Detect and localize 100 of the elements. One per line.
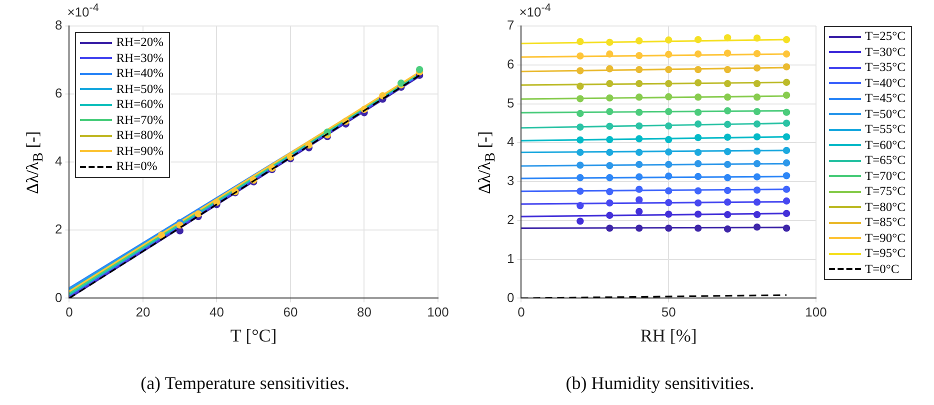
point (606, 148, 614, 156)
y-tick-label: 3 (506, 173, 514, 188)
point (724, 107, 732, 114)
point (782, 186, 790, 193)
point (665, 187, 672, 194)
point (694, 172, 702, 180)
point (724, 198, 732, 206)
point (724, 34, 732, 42)
y-tick-label: 4 (54, 154, 62, 169)
point (606, 122, 614, 130)
point (724, 148, 732, 156)
point (665, 108, 672, 116)
legend-label: T=45°C (865, 91, 906, 106)
point (724, 174, 732, 182)
legend-label: T=95°C (865, 246, 906, 262)
y-tick-label: 1 (506, 250, 514, 266)
point (606, 174, 614, 182)
point (636, 94, 643, 101)
point (753, 198, 761, 206)
point (753, 173, 761, 180)
point (782, 197, 790, 205)
x-tick-label: 0 (66, 304, 73, 320)
point (753, 160, 761, 168)
point (606, 199, 614, 207)
text: ×10$^{-4}$ (519, 2, 551, 20)
point (782, 172, 790, 180)
legend-label: RH=0% (116, 159, 158, 174)
point (636, 66, 643, 74)
point (665, 136, 672, 144)
x-tick-label: 0 (518, 304, 525, 320)
point (636, 37, 643, 44)
point (665, 122, 672, 130)
point (606, 94, 614, 102)
point (782, 50, 790, 58)
point (782, 120, 790, 127)
x-tick-label: 100 (427, 304, 449, 320)
point (724, 50, 732, 57)
y-tick-label: 0 (54, 290, 62, 305)
y-tick-label: 2 (506, 212, 514, 228)
point (753, 120, 761, 128)
point (694, 187, 702, 194)
point (724, 134, 732, 141)
point (636, 52, 643, 60)
point (753, 210, 761, 218)
point (576, 38, 584, 46)
legend-label: T=0°C (865, 262, 900, 277)
point (753, 186, 761, 194)
point (665, 50, 672, 58)
legend-label: T=60°C (865, 138, 906, 153)
legend-label: T=65°C (865, 153, 906, 168)
point (724, 94, 732, 101)
point (576, 148, 584, 156)
legend-label: T=70°C (865, 168, 906, 184)
point (636, 148, 643, 156)
legend-label: T=35°C (865, 60, 906, 76)
point (694, 199, 702, 207)
point (576, 67, 584, 74)
point (158, 232, 166, 239)
point (665, 36, 672, 44)
point (576, 174, 584, 182)
point (636, 186, 643, 193)
legend-label: T=55°C (865, 122, 906, 138)
point (636, 122, 643, 130)
point (782, 146, 790, 154)
legend-label: RH=60% (116, 97, 164, 112)
point (665, 210, 672, 218)
y-tick-label: 6 (506, 56, 514, 72)
point (753, 34, 761, 42)
point (694, 50, 702, 58)
point (665, 172, 672, 180)
x-axis-title: T [°C] (230, 325, 277, 346)
point (753, 94, 761, 101)
point (576, 202, 584, 210)
legend-label: T=80°C (865, 200, 906, 215)
point (636, 135, 643, 142)
point (782, 108, 790, 116)
point (606, 65, 614, 72)
point (606, 212, 614, 219)
y-tick-label: 5 (506, 95, 514, 110)
point (606, 224, 614, 232)
point (694, 148, 702, 156)
legend-label: T=85°C (865, 215, 906, 230)
point (416, 66, 424, 74)
point (636, 80, 643, 88)
point (576, 188, 584, 195)
y-tick-label: 4 (506, 134, 514, 150)
legend-label: RH=80% (116, 128, 164, 144)
point (753, 133, 761, 140)
point (576, 218, 584, 225)
point (665, 93, 672, 100)
x-tick-label: 40 (210, 304, 224, 320)
x-tick-label: 60 (283, 304, 298, 320)
point (576, 162, 584, 169)
legend-label: T=25°C (865, 29, 906, 44)
point (636, 173, 643, 180)
point (606, 50, 614, 58)
point (576, 82, 584, 90)
legend-label: T=90°C (865, 230, 906, 246)
point (782, 78, 790, 86)
point (665, 148, 672, 156)
